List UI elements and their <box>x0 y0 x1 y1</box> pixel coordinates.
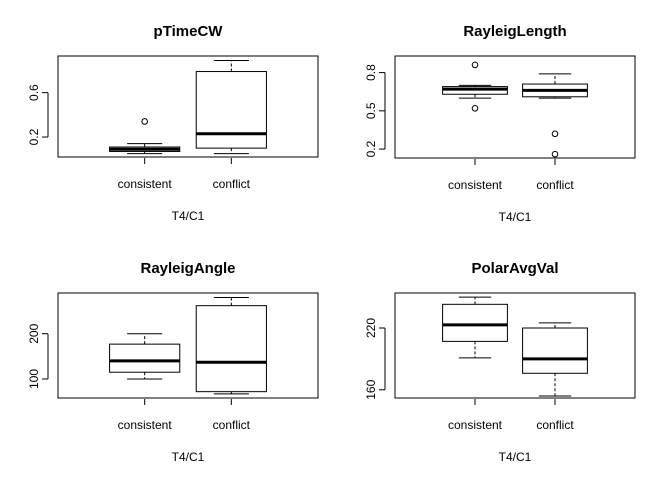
outlier-point <box>471 61 479 69</box>
box-consistent <box>442 296 508 359</box>
iqr-box <box>195 305 267 393</box>
box-conflict <box>195 297 267 395</box>
plot-frame <box>394 55 636 159</box>
box-conflict <box>522 73 588 158</box>
panel-0: pTimeCW 0.2 0.6 consistent conflict T4/C1 <box>27 23 319 223</box>
y-tick-label: 200 <box>27 323 41 343</box>
iqr-box <box>442 303 508 342</box>
box-consistent <box>109 118 181 155</box>
plot-frame <box>394 292 636 399</box>
x-axis-label: T4/C1 <box>172 209 205 223</box>
panel-title: PolarAvgVal <box>472 260 559 277</box>
plot-frame <box>57 292 319 399</box>
panel-2: RayleigAngle 100 200 consistent conflict T4/C… <box>27 260 319 464</box>
category-label: consistent <box>118 418 173 432</box>
panel-title: RayleigAngle <box>140 260 235 277</box>
box-consistent <box>109 333 181 380</box>
category-label: conflict <box>536 418 574 432</box>
outlier-point <box>141 118 148 125</box>
category-label: consistent <box>448 178 503 192</box>
y-tick-label: 0.5 <box>364 102 378 119</box>
category-label: conflict <box>213 177 251 191</box>
outlier-point <box>471 104 479 112</box>
box-conflict <box>195 59 267 155</box>
x-axis-label: T4/C1 <box>499 450 532 464</box>
y-tick-label: 0.8 <box>364 64 378 81</box>
y-tick-label: 100 <box>27 369 41 389</box>
box-conflict <box>522 322 588 397</box>
y-tick-label: 0.2 <box>27 128 41 145</box>
y-tick-label: 220 <box>364 318 378 338</box>
box-consistent <box>442 61 508 112</box>
category-label: conflict <box>536 178 574 192</box>
category-label: consistent <box>448 418 503 432</box>
plot-frame <box>57 55 319 158</box>
iqr-box <box>109 343 181 373</box>
x-axis-label: T4/C1 <box>499 210 532 224</box>
category-label: consistent <box>118 177 173 191</box>
panel-title: RayleigLength <box>463 23 566 40</box>
iqr-box <box>195 71 267 149</box>
panel-1: RayleigLength 0.2 0.5 0.8 consistent conflict… <box>364 23 636 224</box>
iqr-box <box>522 327 588 374</box>
outlier-point <box>551 150 559 158</box>
outlier-point <box>551 130 559 138</box>
y-tick-label: 0.2 <box>364 140 378 157</box>
category-label: conflict <box>213 418 251 432</box>
y-tick-label: 160 <box>364 379 378 399</box>
panel-3: PolarAvgVal 160 220 consistent conflict T4/C1 <box>364 260 636 464</box>
x-axis-label: T4/C1 <box>172 450 205 464</box>
y-tick-label: 0.6 <box>27 84 41 101</box>
panel-title: pTimeCW <box>154 23 224 40</box>
